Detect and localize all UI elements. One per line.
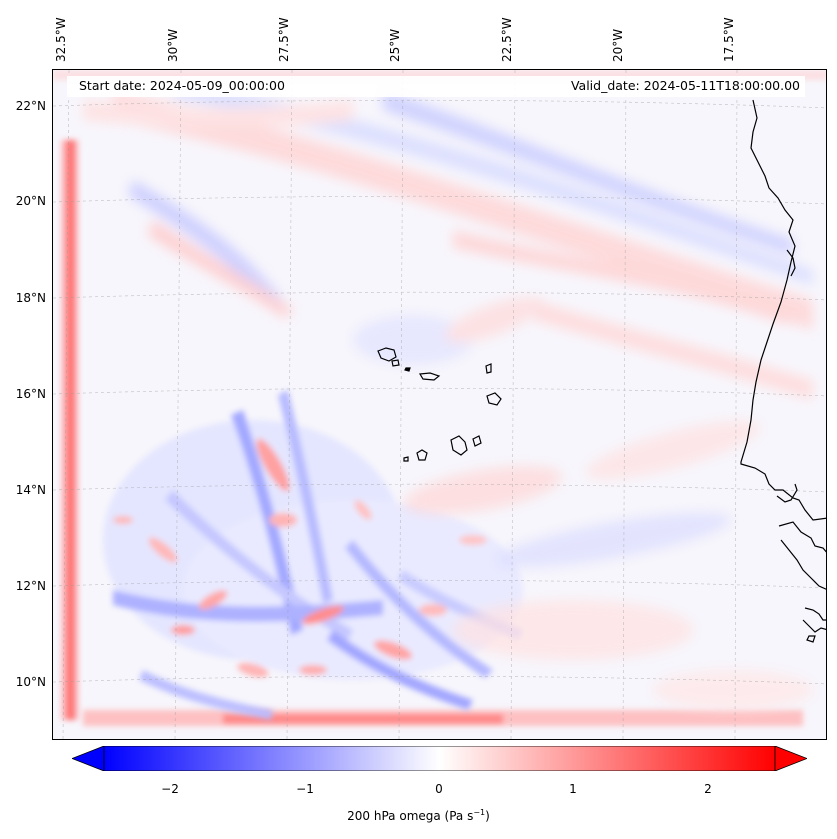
colorbar-title-text: 200 hPa omega (Pa s (347, 809, 474, 823)
lat-label-10n: 10°N (15, 675, 46, 689)
colorbar-title-close: ) (485, 809, 490, 823)
lat-label-16n: 16°N (15, 387, 46, 401)
lat-label-18n: 18°N (15, 291, 46, 305)
lon-label-32-5w: 32.5°W (54, 17, 68, 62)
start-date-label: Start date: 2024-05-09_00:00:00 (79, 78, 285, 93)
cabo-verde-islands (377, 347, 502, 462)
header-band (67, 76, 805, 97)
lat-label-12n: 12°N (15, 579, 46, 593)
colorbar-extend-high (774, 746, 807, 771)
colorbar-tick-minus-1: −1 (296, 782, 314, 796)
lon-label-17-5w: 17.5°W (722, 17, 736, 62)
colorbar-extend-low (72, 746, 105, 771)
valid-date-label: Valid_date: 2024-05-11T18:00:00.00 (570, 78, 800, 93)
colorbar (72, 746, 807, 771)
omega-map[interactable] (52, 69, 827, 740)
lon-label-22-5w: 22.5°W (500, 17, 514, 62)
colorbar-gradient (103, 746, 776, 771)
lat-label-20n: 20°N (15, 194, 46, 208)
colorbar-tick-2: 2 (704, 782, 712, 796)
colorbar-title: 200 hPa omega (Pa s−1) (0, 808, 837, 823)
colorbar-tick-minus-2: −2 (161, 782, 179, 796)
colorbar-tick-1: 1 (569, 782, 577, 796)
lon-label-20w: 20°W (611, 28, 625, 62)
lon-label-25w: 25°W (388, 28, 402, 62)
colorbar-tick-0: 0 (435, 782, 443, 796)
west-africa-coastline (740, 99, 826, 643)
colorbar-title-exponent: −1 (473, 808, 486, 817)
lon-label-27-5w: 27.5°W (277, 17, 291, 62)
omega-field (53, 70, 826, 739)
lon-label-30w: 30°W (166, 28, 180, 62)
lat-label-22n: 22°N (15, 99, 46, 113)
lat-label-14n: 14°N (15, 483, 46, 497)
